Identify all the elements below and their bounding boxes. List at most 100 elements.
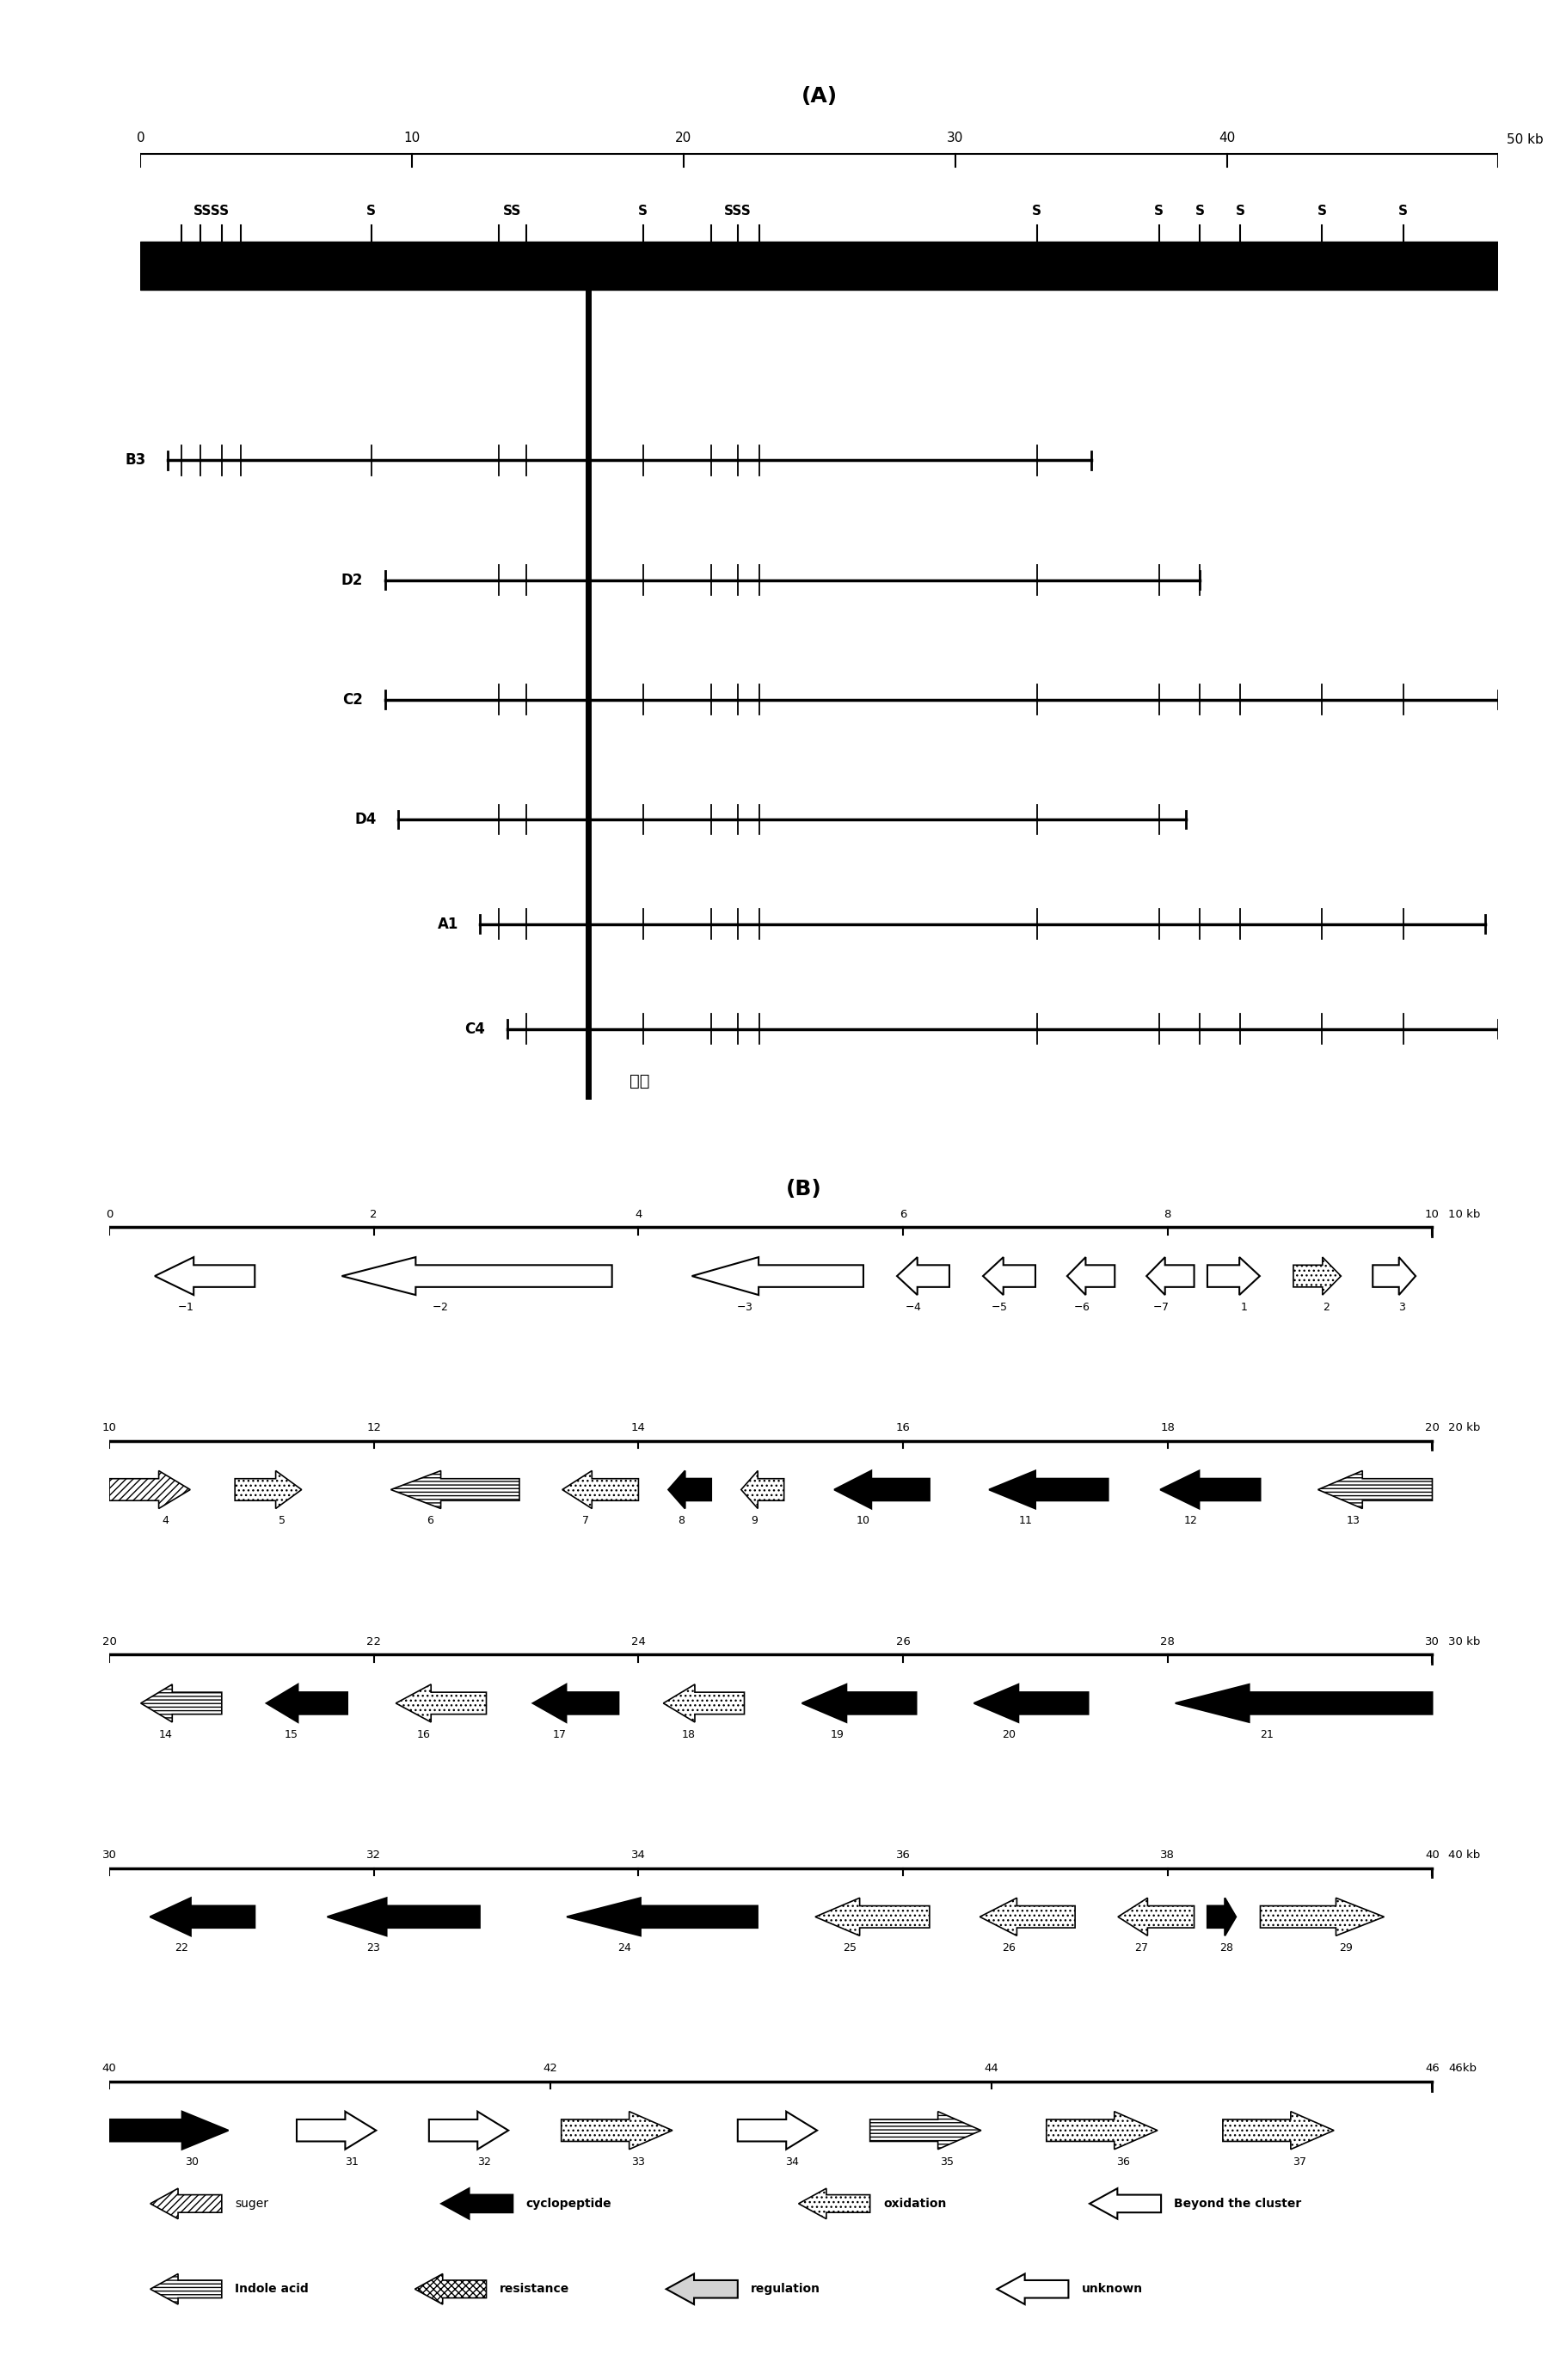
Text: $\it{33}$: $\it{33}$ <box>630 2156 646 2168</box>
Text: 14: 14 <box>630 1423 646 1433</box>
Text: 36: 36 <box>895 1849 909 1861</box>
Text: $\it{35}$: $\it{35}$ <box>939 2156 953 2168</box>
Text: 28: 28 <box>1159 1635 1175 1647</box>
Text: 46: 46 <box>1424 2063 1438 2075</box>
Text: S: S <box>1153 205 1164 217</box>
FancyArrow shape <box>997 2273 1069 2304</box>
Text: S: S <box>1398 205 1407 217</box>
Text: $\it{2}$: $\it{2}$ <box>1321 1302 1329 1314</box>
Text: $\it{10}$: $\it{10}$ <box>855 1516 870 1526</box>
Text: 40 kb: 40 kb <box>1448 1849 1479 1861</box>
FancyArrow shape <box>897 1257 948 1295</box>
Text: S: S <box>1317 205 1326 217</box>
FancyArrow shape <box>1259 1897 1384 1935</box>
FancyArrow shape <box>150 1897 254 1935</box>
Text: $\it{13}$: $\it{13}$ <box>1345 1516 1359 1526</box>
Text: $\it{1}$: $\it{1}$ <box>1239 1302 1246 1314</box>
Text: $\it{7}$: $\it{7}$ <box>582 1516 590 1526</box>
Text: D4: D4 <box>354 812 376 828</box>
Text: 10: 10 <box>404 131 420 145</box>
Text: $\it{29}$: $\it{29}$ <box>1338 1942 1353 1954</box>
Text: $\it{15}$: $\it{15}$ <box>284 1728 298 1740</box>
Text: regulation: regulation <box>750 2282 821 2294</box>
Text: 12: 12 <box>367 1423 381 1433</box>
FancyArrow shape <box>1207 1257 1259 1295</box>
Text: 10 kb: 10 kb <box>1448 1209 1479 1221</box>
FancyArrow shape <box>983 1257 1034 1295</box>
Text: 40: 40 <box>1218 131 1234 145</box>
Text: SSSS: SSSS <box>193 205 229 217</box>
Text: $\it{-5}$: $\it{-5}$ <box>991 1302 1006 1314</box>
Text: $\it{26}$: $\it{26}$ <box>1002 1942 1016 1954</box>
Text: $\it{-4}$: $\it{-4}$ <box>903 1302 920 1314</box>
Text: $\it{-2}$: $\it{-2}$ <box>432 1302 448 1314</box>
Text: $\it{22}$: $\it{22}$ <box>175 1942 189 1954</box>
FancyArrow shape <box>109 1471 190 1509</box>
FancyArrow shape <box>296 2111 376 2149</box>
Text: $\it{30}$: $\it{30}$ <box>184 2156 200 2168</box>
Text: $\it{18}$: $\it{18}$ <box>680 1728 696 1740</box>
FancyArrow shape <box>154 1257 254 1295</box>
FancyArrow shape <box>396 1685 487 1723</box>
Text: 6: 6 <box>899 1209 906 1221</box>
FancyArrow shape <box>666 2273 738 2304</box>
Text: C4: C4 <box>465 1021 485 1038</box>
FancyArrow shape <box>1221 2111 1334 2149</box>
Text: 0: 0 <box>106 1209 112 1221</box>
Text: resistance: resistance <box>499 2282 569 2294</box>
Text: 16: 16 <box>895 1423 909 1433</box>
FancyArrow shape <box>814 1897 930 1935</box>
Text: $\it{-3}$: $\it{-3}$ <box>736 1302 752 1314</box>
Text: $\it{20}$: $\it{20}$ <box>1002 1728 1016 1740</box>
Text: cyclopeptide: cyclopeptide <box>526 2197 612 2209</box>
FancyArrow shape <box>802 1685 916 1723</box>
Text: $\it{31}$: $\it{31}$ <box>345 2156 359 2168</box>
FancyArrow shape <box>833 1471 930 1509</box>
Text: 24: 24 <box>630 1635 646 1647</box>
Text: $\it{23}$: $\it{23}$ <box>367 1942 381 1954</box>
Text: (B): (B) <box>785 1178 822 1200</box>
Text: 40: 40 <box>1424 1849 1438 1861</box>
Text: 34: 34 <box>630 1849 646 1861</box>
FancyArrow shape <box>1159 1471 1259 1509</box>
Text: S: S <box>1031 205 1041 217</box>
Text: (A): (A) <box>800 86 838 107</box>
Text: 30: 30 <box>101 1849 117 1861</box>
FancyArrow shape <box>1293 1257 1340 1295</box>
Text: S: S <box>1236 205 1245 217</box>
Text: $\it{19}$: $\it{19}$ <box>830 1728 844 1740</box>
FancyArrow shape <box>562 1471 638 1509</box>
FancyArrow shape <box>989 1471 1108 1509</box>
Text: $\it{17}$: $\it{17}$ <box>552 1728 566 1740</box>
FancyArrow shape <box>328 1897 479 1935</box>
Text: S: S <box>1195 205 1204 217</box>
Text: 探针: 探针 <box>629 1073 649 1090</box>
Text: SS: SS <box>502 205 521 217</box>
Text: $\it{25}$: $\it{25}$ <box>842 1942 856 1954</box>
FancyArrow shape <box>1067 1257 1114 1295</box>
FancyArrow shape <box>1317 1471 1432 1509</box>
Text: $\it{14}$: $\it{14}$ <box>158 1728 173 1740</box>
Text: $\it{4}$: $\it{4}$ <box>161 1516 170 1526</box>
Text: 32: 32 <box>367 1849 381 1861</box>
Text: 20: 20 <box>1424 1423 1438 1433</box>
Text: 38: 38 <box>1159 1849 1175 1861</box>
FancyArrow shape <box>390 1471 519 1509</box>
Text: 30 kb: 30 kb <box>1448 1635 1479 1647</box>
Text: 20 kb: 20 kb <box>1448 1423 1479 1433</box>
Text: $\it{6}$: $\it{6}$ <box>426 1516 434 1526</box>
FancyArrow shape <box>441 2187 513 2218</box>
Text: D2: D2 <box>342 571 363 588</box>
FancyArrow shape <box>1117 1897 1193 1935</box>
FancyArrow shape <box>1371 1257 1415 1295</box>
Text: 20: 20 <box>675 131 691 145</box>
FancyArrow shape <box>150 2273 222 2304</box>
Text: $\it{8}$: $\it{8}$ <box>677 1516 685 1526</box>
Text: $\it{16}$: $\it{16}$ <box>417 1728 431 1740</box>
Text: 2: 2 <box>370 1209 378 1221</box>
FancyArrow shape <box>691 1257 863 1295</box>
Text: A1: A1 <box>437 916 459 933</box>
Text: C2: C2 <box>343 693 363 707</box>
Text: $\it{12}$: $\it{12}$ <box>1182 1516 1197 1526</box>
FancyArrow shape <box>668 1471 711 1509</box>
